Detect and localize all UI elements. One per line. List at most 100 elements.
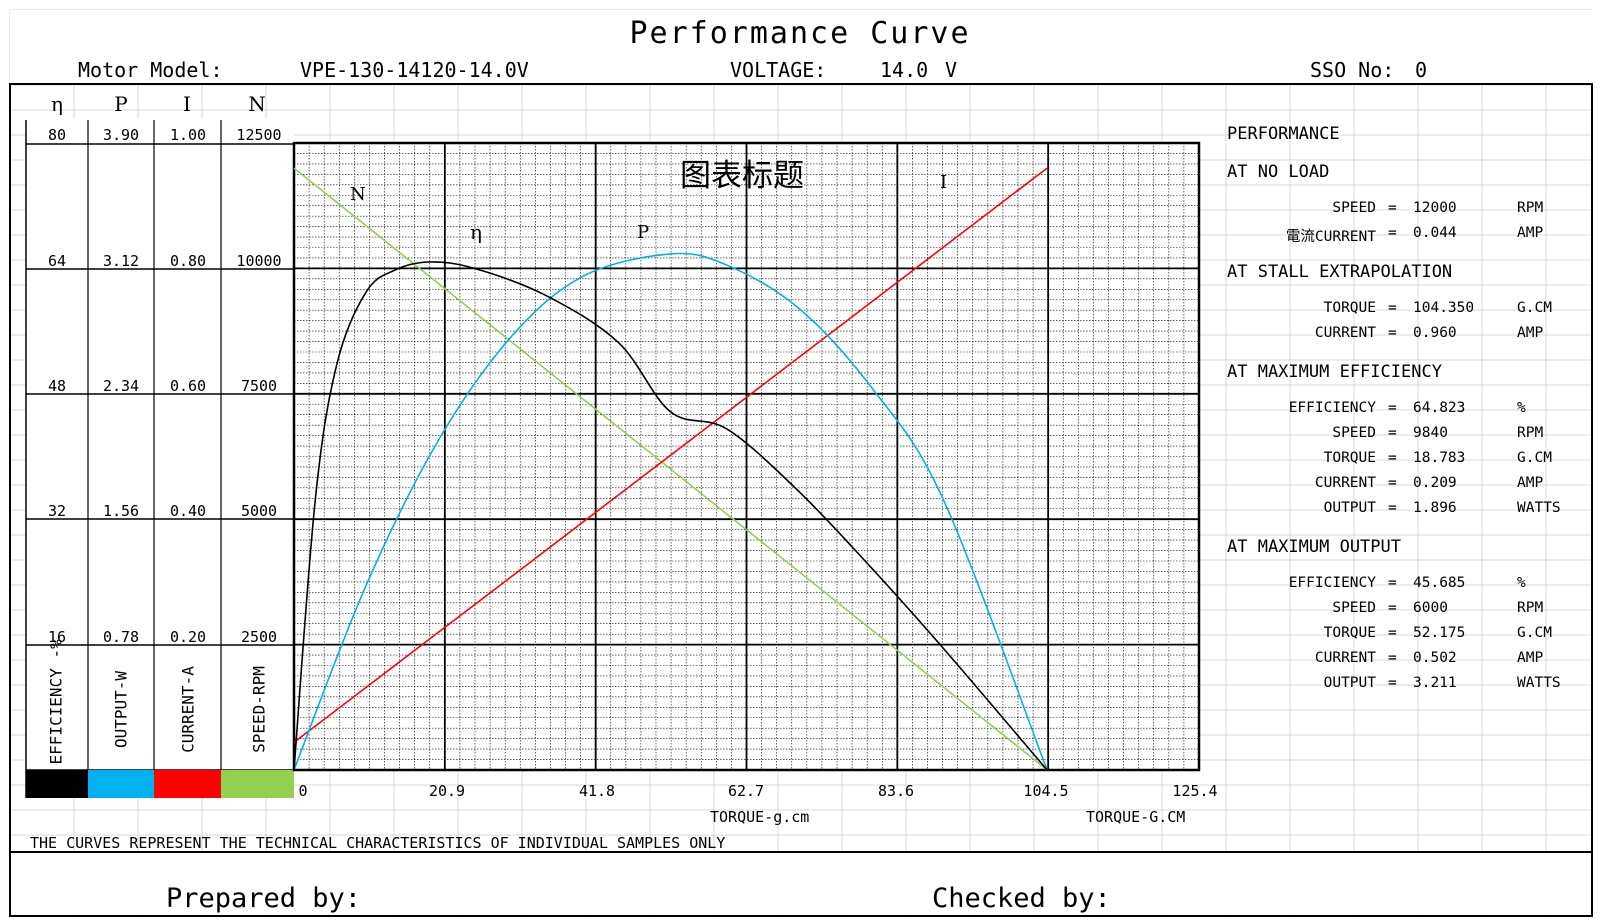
perf-value: 18.783 (1413, 450, 1466, 466)
perf-unit: % (1517, 575, 1526, 591)
curve-label-eta: η (470, 220, 482, 244)
perf-label: TORQUE (1323, 625, 1376, 641)
perf-eq: = (1388, 200, 1397, 216)
efficiency-tick: 16 (47, 628, 67, 646)
outer-frame (9, 83, 1593, 917)
curve-label-i: I (940, 172, 948, 193)
perf-eq: = (1388, 475, 1397, 491)
perf-unit: AMP (1517, 650, 1544, 666)
perf-unit: AMP (1517, 325, 1544, 341)
perf-value: 1.896 (1413, 500, 1457, 516)
perf-eq: = (1388, 625, 1397, 641)
perf-eq: = (1388, 225, 1397, 241)
perf-unit: G.CM (1517, 450, 1552, 466)
curve-label-n: N (350, 184, 366, 205)
output-tick: 3.90 (102, 126, 140, 144)
prepared-by-label: Prepared by: (166, 883, 362, 914)
perf-value: 0.960 (1413, 325, 1457, 341)
voltage-value: 14.0 (880, 58, 929, 82)
section-title: AT STALL EXTRAPOLATION (1227, 262, 1453, 282)
voltage-unit: V (945, 58, 958, 82)
chart-title: 图表标题 (680, 158, 804, 194)
perf-eq: = (1388, 300, 1397, 316)
x-tick-label: 41.8 (578, 782, 616, 800)
perf-label: EFFICIENCY (1288, 400, 1376, 416)
voltage-label: VOLTAGE: (730, 58, 827, 82)
output-tick: 1.56 (102, 502, 140, 520)
checked-by-label: Checked by: (932, 883, 1111, 914)
perf-value: 45.685 (1413, 575, 1466, 591)
perf-label: TORQUE (1323, 450, 1376, 466)
current-tick: 0.80 (169, 252, 207, 270)
perf-eq: = (1388, 600, 1397, 616)
plot-frame (292, 141, 1201, 772)
perf-value: 3.211 (1413, 675, 1457, 691)
efficiency-color-swatch (26, 770, 88, 798)
motor-model-value: VPE-130-14120-14.0V (300, 58, 529, 82)
x-tick-label: 20.9 (428, 782, 466, 800)
perf-value: 52.175 (1413, 625, 1466, 641)
section-title: AT NO LOAD (1227, 162, 1330, 182)
current-tick: 0.20 (169, 628, 207, 646)
perf-unit: % (1517, 400, 1526, 416)
section-title: AT MAXIMUM OUTPUT (1227, 537, 1401, 557)
perf-unit: WATTS (1517, 500, 1561, 516)
output-tick: 3.12 (102, 252, 140, 270)
perf-label: 電流CURRENT (1285, 229, 1376, 245)
perf-label: EFFICIENCY (1288, 575, 1376, 591)
perf-value: 0.502 (1413, 650, 1457, 666)
perf-unit: G.CM (1517, 300, 1552, 316)
speed-symbol: N (248, 92, 266, 116)
perf-eq: = (1388, 325, 1397, 341)
footer-note: THE CURVES REPRESENT THE TECHNICAL CHARA… (30, 834, 726, 852)
x-tick-label: 104.5 (1023, 782, 1069, 800)
perf-label: SPEED (1332, 600, 1376, 616)
perf-eq: = (1388, 575, 1397, 591)
x-axis-label-right: TORQUE-G.CM (1086, 808, 1186, 826)
motor-model-label: Motor Model: (78, 58, 223, 82)
perf-label: SPEED (1332, 425, 1376, 441)
efficiency-tick: 64 (47, 252, 67, 270)
output-tick: 2.34 (102, 377, 140, 395)
perf-label: OUTPUT (1323, 675, 1376, 691)
series-line-η (293, 261, 1048, 771)
perf-unit: G.CM (1517, 625, 1552, 641)
speed-tick: 12500 (236, 126, 282, 144)
speed-tick: 10000 (236, 252, 282, 270)
series-line-P (293, 252, 1048, 771)
perf-value: 6000 (1413, 600, 1448, 616)
scale-block (26, 118, 294, 798)
page-title: Performance Curve (629, 16, 971, 51)
perf-label: CURRENT (1314, 475, 1376, 491)
current-color-swatch (154, 770, 221, 798)
perf-value: 9840 (1413, 425, 1448, 441)
speed-color-swatch (221, 770, 294, 798)
x-tick-label: 0 (298, 782, 308, 800)
header-band (10, 56, 1592, 84)
perf-label: TORQUE (1323, 300, 1376, 316)
x-tick-label: 125.4 (1172, 782, 1218, 800)
perf-value: 0.209 (1413, 475, 1457, 491)
speed-tick: 2500 (240, 628, 278, 646)
current-symbol: I (183, 92, 191, 116)
output-tick: 0.78 (102, 628, 140, 646)
perf-value: 104.350 (1413, 300, 1475, 316)
speed-tick: 7500 (240, 377, 278, 395)
curve-label-p: P (637, 222, 650, 243)
speed-tick: 5000 (240, 502, 278, 520)
sso-value: 0 (1415, 58, 1428, 82)
perf-unit: AMP (1517, 225, 1544, 241)
efficiency-tick: 32 (47, 502, 67, 520)
section-title: AT MAXIMUM EFFICIENCY (1227, 362, 1442, 382)
x-tick-label: 62.7 (727, 782, 765, 800)
perf-label: CURRENT (1314, 650, 1376, 666)
perf-unit: RPM (1517, 600, 1544, 616)
current-tick: 0.40 (169, 502, 207, 520)
title-band (10, 10, 1592, 56)
series-line-I (293, 167, 1048, 744)
signature-band (10, 852, 1592, 916)
x-axis-label: TORQUE-g.cm (710, 808, 810, 826)
current-tick: 0.60 (169, 377, 207, 395)
perf-value: 12000 (1413, 200, 1457, 216)
